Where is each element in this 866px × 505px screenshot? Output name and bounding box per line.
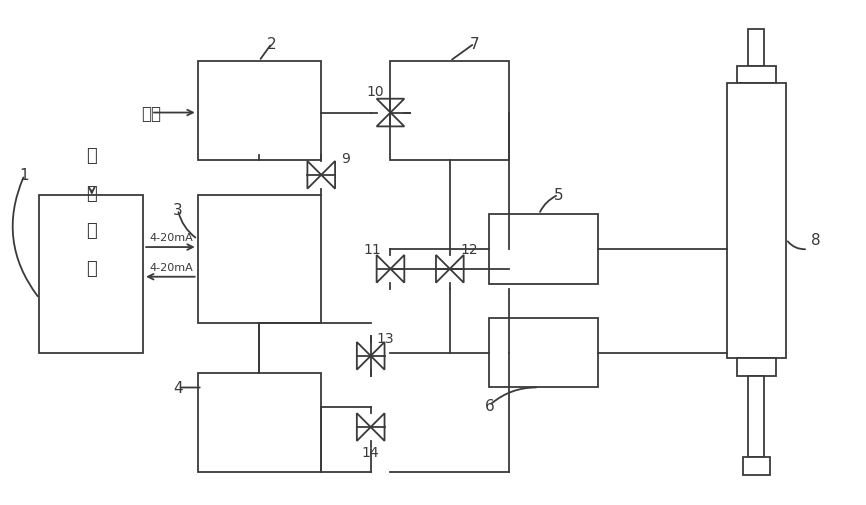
Text: 5: 5 [553,188,564,203]
Text: 13: 13 [377,331,394,345]
Text: 液: 液 [87,147,97,165]
Text: 8: 8 [811,232,821,247]
Text: 12: 12 [461,242,478,257]
Bar [727,84,786,358]
Text: 4-20mA: 4-20mA [149,233,193,243]
Text: 6: 6 [484,398,494,413]
Bar [391,62,509,161]
Text: 10: 10 [367,85,385,98]
Bar [489,215,598,284]
Bar [748,30,765,67]
Bar [737,67,776,84]
Bar [742,457,770,475]
Text: 号: 号 [87,259,97,277]
Bar [197,195,321,324]
Bar [197,62,321,161]
Bar [197,373,321,472]
Bar [39,195,143,353]
Text: 4-20mA: 4-20mA [149,262,193,272]
Text: 9: 9 [341,152,351,166]
Bar [737,358,776,376]
Text: 11: 11 [364,242,382,257]
Text: 信: 信 [87,222,97,240]
Text: 位: 位 [87,184,97,203]
Text: 3: 3 [173,203,183,218]
Text: 4: 4 [173,380,183,395]
Bar [489,319,598,388]
Text: 7: 7 [469,37,480,52]
Text: 气源: 气源 [141,105,161,122]
Bar [748,376,765,457]
Text: 14: 14 [362,445,379,459]
Text: 1: 1 [20,168,29,183]
Text: 2: 2 [267,37,276,52]
